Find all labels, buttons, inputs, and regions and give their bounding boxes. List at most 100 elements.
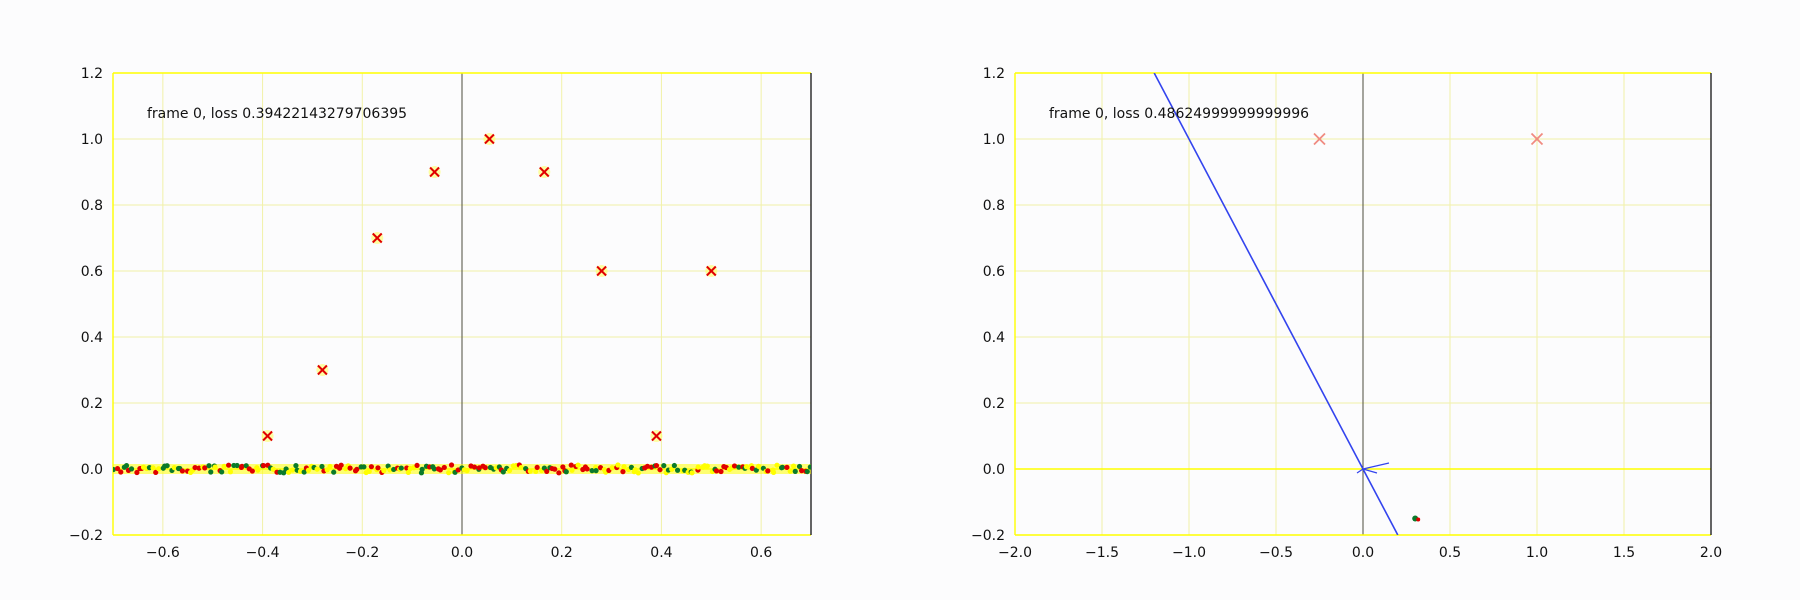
left-baseline-point xyxy=(419,466,425,472)
left-baseline-point xyxy=(260,462,267,469)
left-baseline-point xyxy=(589,468,595,474)
right-ytick-label: 0.6 xyxy=(983,264,1005,280)
left-baseline-point xyxy=(674,467,681,473)
left-baseline-point xyxy=(615,462,621,468)
left-target-marker xyxy=(596,265,607,277)
left-baseline-point xyxy=(807,464,811,470)
left-baseline-point xyxy=(354,466,360,472)
left-baseline-point xyxy=(471,464,478,470)
left-baseline-point xyxy=(635,470,641,476)
left-baseline-point xyxy=(331,469,337,475)
left-baseline-point xyxy=(799,468,805,474)
right-ytick-label: −0.2 xyxy=(971,528,1005,544)
left-target-marker-stroke-b xyxy=(651,430,662,442)
right-target-marker xyxy=(1313,132,1326,146)
right-xtick-label: −2.0 xyxy=(998,545,1032,561)
right-fit-line xyxy=(1153,73,1399,535)
left-baseline-point xyxy=(792,468,798,474)
left-baseline-point xyxy=(620,469,626,475)
left-baseline-point xyxy=(153,469,159,476)
left-ytick-label: 1.2 xyxy=(81,66,103,82)
left-baseline-point xyxy=(305,467,312,473)
right-ytick-label: 0.2 xyxy=(983,396,1005,412)
left-baseline-point xyxy=(441,464,447,471)
left-target-marker-stroke-b xyxy=(262,430,273,442)
left-target-marker xyxy=(317,364,328,376)
left-target-marker-stroke-b xyxy=(317,364,328,376)
left-xtick-label: 0.0 xyxy=(451,545,473,561)
left-xtick-label: 0.2 xyxy=(551,545,573,561)
left-baseline-point xyxy=(368,464,375,470)
right-xtick-label: 1.0 xyxy=(1526,545,1548,561)
left-baseline-point xyxy=(563,469,569,475)
left-baseline-point xyxy=(743,464,750,470)
left-baseline-point xyxy=(249,468,255,474)
left-target-marker xyxy=(262,430,273,442)
left-baseline-point xyxy=(644,463,651,469)
left-baseline-point xyxy=(736,464,742,470)
left-baseline-point xyxy=(206,463,212,469)
left-baseline-point xyxy=(314,466,320,472)
right-ytick-label: 0.4 xyxy=(983,330,1005,346)
left-baseline-point xyxy=(584,466,590,472)
right-xtick-label: −0.5 xyxy=(1259,545,1293,561)
left-target-marker xyxy=(484,133,495,145)
left-baseline-point xyxy=(208,469,214,475)
left-baseline-point xyxy=(753,467,759,473)
left-baseline-point xyxy=(164,463,170,469)
right-xtick-label: −1.0 xyxy=(1172,545,1206,561)
left-baseline-point xyxy=(226,462,232,468)
left-target-marker-stroke-b xyxy=(429,166,440,178)
left-baseline-point xyxy=(482,465,488,471)
left-target-marker xyxy=(706,265,717,277)
left-ytick-label: 0.0 xyxy=(81,462,103,478)
left-target-marker-stroke-b xyxy=(596,265,607,277)
left-baseline-point xyxy=(784,464,790,470)
left-baseline-point xyxy=(518,464,524,471)
right-xtick-label: 2.0 xyxy=(1700,545,1722,561)
left-baseline-point xyxy=(289,467,296,473)
left-target-marker-stroke-b xyxy=(706,265,717,277)
right-small-point-red xyxy=(1416,517,1421,522)
left-baseline-point xyxy=(765,468,771,474)
left-baseline-point xyxy=(446,470,452,476)
left-baseline-point xyxy=(405,469,411,475)
right-xtick-label: −1.5 xyxy=(1085,545,1119,561)
left-baseline-point xyxy=(560,464,566,470)
left-chart: −0.6 −0.4 −0.2 0.0 0.2 0.4 0.6 −0.2 0.0 0.2 0.4 0.6… xyxy=(69,66,812,561)
left-baseline-point xyxy=(398,465,404,471)
right-ytick-label: 0.0 xyxy=(983,462,1005,478)
left-baseline-point xyxy=(533,468,539,474)
left-baseline-point xyxy=(787,468,793,474)
right-ytick-label: 1.0 xyxy=(983,132,1005,148)
left-baseline-point xyxy=(414,462,420,469)
left-baseline-point xyxy=(202,465,208,471)
left-baseline-point xyxy=(695,464,701,470)
right-origin-glyph xyxy=(1356,462,1390,474)
left-baseline-point xyxy=(134,469,140,476)
left-baseline-point xyxy=(704,463,710,469)
right-xtick-label: 0.5 xyxy=(1439,545,1461,561)
left-baseline-point xyxy=(192,464,198,471)
left-baseline-point xyxy=(593,468,599,474)
left-baseline-point xyxy=(431,466,437,472)
left-data-layer xyxy=(113,133,811,476)
left-baseline-point xyxy=(534,464,540,471)
left-baseline-point xyxy=(227,469,234,475)
left-baseline-point xyxy=(669,466,675,472)
left-baseline-point xyxy=(114,465,121,472)
left-baseline-point xyxy=(301,469,307,475)
left-baseline-point xyxy=(234,462,240,469)
left-baseline-point xyxy=(381,468,387,474)
left-baseline-band xyxy=(113,462,811,476)
left-baseline-point xyxy=(671,462,677,469)
left-baseline-point xyxy=(689,470,695,476)
left-xtick-label: −0.6 xyxy=(146,545,180,561)
left-baseline-point xyxy=(221,463,227,469)
left-xtick-label: −0.4 xyxy=(246,545,280,561)
left-baseline-point xyxy=(575,462,581,468)
left-xtick-label: 0.4 xyxy=(650,545,672,561)
left-baseline-point xyxy=(718,468,724,475)
left-baseline-point xyxy=(796,463,803,470)
left-baseline-point xyxy=(281,470,287,476)
